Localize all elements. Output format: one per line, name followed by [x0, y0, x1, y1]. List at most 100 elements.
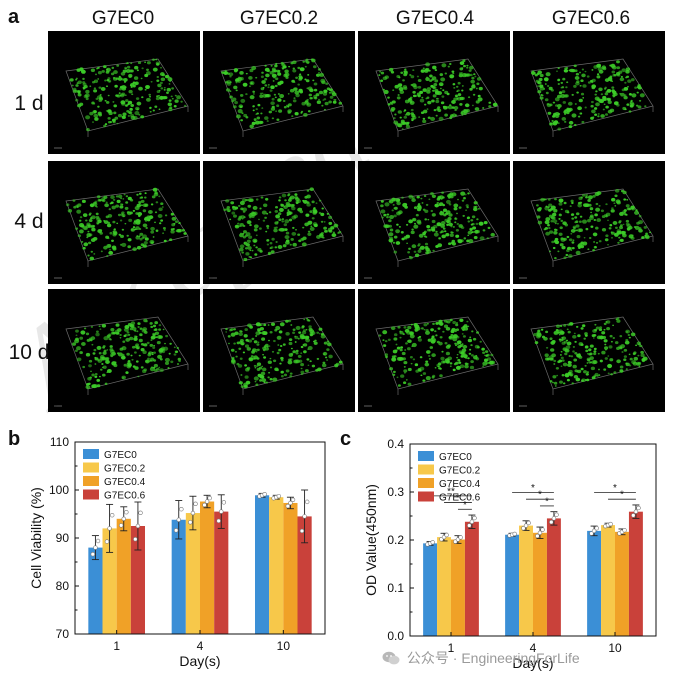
od-sig-label: *: [456, 493, 460, 504]
viability-xlabel: Day(s): [179, 653, 220, 669]
od-legend-label: G7EC0.2: [439, 466, 481, 477]
od-xtick-label: 1: [448, 641, 455, 655]
viability-bar-G7EC0-6-day4: [214, 511, 229, 634]
panel-c-label: c: [340, 428, 352, 450]
od-data-point: [469, 519, 475, 524]
cell-cluster: [221, 58, 342, 129]
od-data-point: [633, 509, 639, 514]
od-data-point: [512, 531, 517, 537]
od-data-point: [526, 520, 531, 526]
column-header-g7ec0: G7EC0: [91, 8, 155, 29]
viability-bar-G7EC0-day10: [255, 495, 270, 634]
viability-ytick-label: 80: [56, 579, 70, 593]
od-ytick-label: 0.0: [387, 629, 404, 643]
cell-image: [209, 187, 344, 279]
viability-data-point: [299, 528, 305, 534]
od-sig-label: *: [463, 500, 467, 511]
confocal-image-1d-2: [203, 31, 355, 154]
cell-image: [519, 316, 654, 407]
confocal-image-10d-4: [513, 289, 665, 412]
od-legend-label: G7EC0: [439, 452, 472, 463]
od-sig-label: *: [620, 490, 624, 501]
od-data-point: [608, 521, 613, 527]
confocal-image-10d-2: [203, 289, 355, 412]
od-ytick-label: 0.1: [387, 581, 404, 595]
viability-data-point: [285, 503, 291, 509]
viability-data-point: [188, 520, 193, 525]
od-bar-G7EC0-day1: [423, 543, 438, 636]
viability-legend-swatch: [83, 489, 99, 500]
od-sig-label: *: [538, 490, 542, 501]
od-legend-swatch: [418, 478, 434, 488]
od-sig-label: **: [447, 486, 455, 497]
cell-cluster: [223, 187, 342, 262]
od-xtick-label: 4: [530, 641, 537, 655]
od-data-point: [523, 523, 529, 528]
od-bar-G7EC0-4-day1: [451, 539, 465, 636]
viability-bar-G7EC0-2-day1: [102, 528, 117, 634]
od-legend-swatch: [418, 464, 434, 475]
confocal-image-1d-3: [358, 31, 510, 154]
viability-ytick-label: 100: [49, 483, 69, 497]
cell-cluster: [378, 59, 498, 130]
viability-bar-G7EC0-2-day4: [185, 513, 200, 634]
od-data-point: [535, 533, 540, 539]
viability-data-point: [193, 501, 198, 507]
cell-image: [364, 316, 499, 407]
cell-image: [364, 188, 499, 279]
od-bar-G7EC0-6-day4: [546, 518, 561, 636]
od-data-point: [540, 527, 545, 532]
cell-image: [519, 188, 654, 279]
viability-xtick-label: 4: [197, 639, 204, 653]
cell-viability-chart: 70 80 90 100 110 Cell Viability (%) 1 4 10 Day(s)…: [28, 435, 326, 669]
od-data-point: [594, 526, 599, 531]
cell-image: [54, 58, 189, 149]
od-legend-swatch: [418, 491, 434, 502]
cell-image: [519, 58, 654, 149]
viability-data-point: [95, 538, 101, 544]
od-legend-swatch: [418, 451, 434, 461]
viability-data-point: [190, 510, 196, 516]
viability-data-point: [288, 500, 293, 506]
viability-bar-G7EC0-4-day10: [283, 502, 298, 634]
od-data-point: [430, 540, 435, 545]
viability-legend-swatch: [83, 462, 99, 473]
row-label-4d: 4 d: [14, 210, 44, 233]
viability-legend-label: G7EC0.2: [104, 464, 146, 475]
viability-xtick-label: 1: [113, 639, 120, 653]
cell-cluster: [536, 188, 652, 260]
od-data-point: [458, 535, 463, 540]
od-data-point: [472, 515, 477, 521]
od-data-point: [636, 505, 641, 511]
od-data-point: [521, 526, 526, 531]
cell-image: [54, 187, 189, 279]
viability-bar-G7EC0-day4: [171, 519, 186, 634]
od-ylabel: OD Value(450nm): [363, 484, 379, 596]
confocal-image-4d-4: [513, 161, 665, 284]
viability-data-point: [290, 497, 296, 502]
viability-bar-G7EC0-4-day4: [200, 501, 215, 634]
viability-data-point: [216, 518, 221, 524]
od-xtick-label: 10: [608, 641, 622, 655]
panel-a-label: a: [8, 6, 20, 28]
viability-data-point: [135, 523, 141, 529]
confocal-image-4d-1: [48, 161, 200, 284]
viability-ytick-label: 110: [50, 435, 69, 449]
od-ytick-label: 0.4: [387, 437, 404, 451]
row-label-1d: 1 d: [14, 92, 44, 115]
cell-image: [209, 316, 344, 407]
od-sig-label: *: [613, 483, 617, 494]
column-header-g7ec0-2: G7EC0.2: [239, 8, 319, 29]
od-data-point: [589, 531, 594, 536]
confocal-image-4d-2: [203, 161, 355, 284]
od-bar-G7EC0-4-day4: [533, 532, 547, 636]
od-bar-G7EC0-day10: [587, 530, 602, 636]
od-ytick-label: 0.2: [387, 533, 404, 547]
od-legend-label: G7EC0.6: [439, 493, 481, 504]
viability-data-point: [179, 506, 184, 512]
viability-data-point: [176, 517, 181, 522]
viability-bar-G7EC0-6-day10: [297, 516, 312, 634]
od-bar-G7EC0-2-day10: [601, 525, 615, 636]
viability-legend-swatch: [83, 476, 99, 486]
cell-image: [364, 58, 499, 149]
